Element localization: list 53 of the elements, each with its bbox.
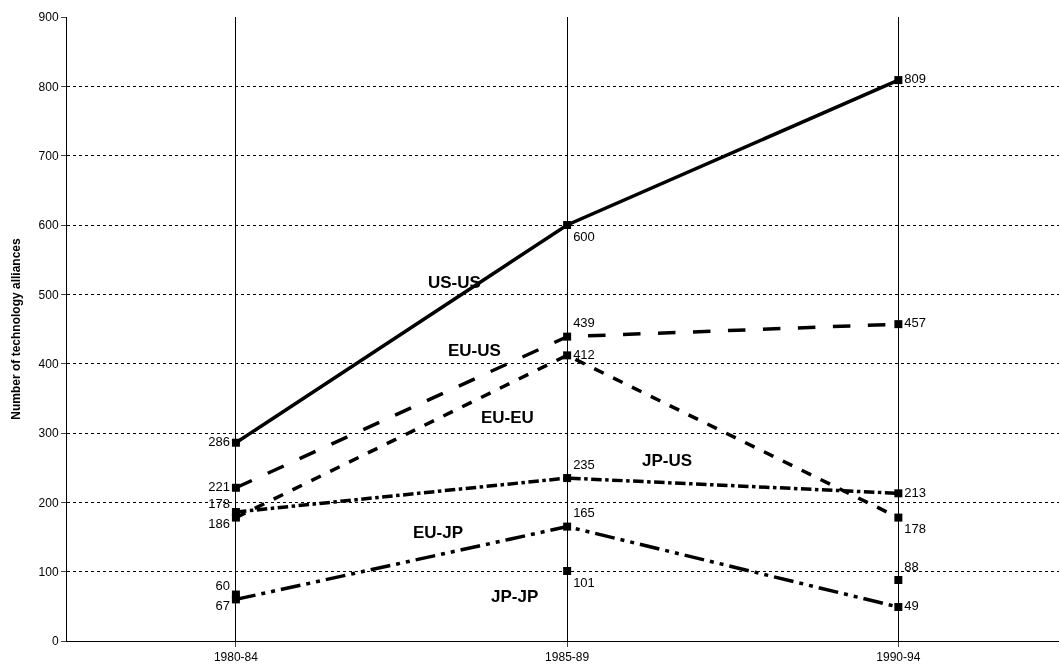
point (894, 603, 903, 612)
point (563, 221, 572, 229)
point (563, 566, 572, 575)
series-label: EU-JP (413, 523, 464, 542)
y-tick-label: 500 (38, 287, 59, 302)
point (894, 575, 903, 584)
series-label: US-US (428, 273, 481, 292)
y-tick-label: 100 (38, 564, 59, 579)
data-label: 809 (904, 71, 927, 87)
y-tick-label: 400 (38, 356, 59, 371)
data-label: 412 (573, 346, 595, 362)
point (563, 332, 572, 341)
data-label: 235 (573, 456, 595, 472)
data-label: 439 (573, 315, 595, 331)
data-label: 600 (573, 228, 595, 244)
x-tick-label: 1990-94 (876, 650, 921, 665)
data-label: 178 (904, 521, 927, 537)
data-label: 213 (904, 484, 927, 500)
point (231, 483, 240, 492)
point (231, 438, 240, 447)
data-label: 101 (573, 574, 595, 590)
y-tick-label: 800 (38, 79, 59, 94)
y-tick-label: 600 (38, 218, 59, 233)
series-label: EU-US (448, 341, 501, 360)
data-label: 49 (904, 598, 919, 614)
x-tick-label: 1980-84 (213, 650, 259, 665)
data-label: 457 (904, 315, 927, 331)
point (563, 351, 572, 360)
x-tick-label: 1985-89 (545, 650, 590, 665)
data-label: 60 (215, 578, 230, 594)
y-tick-label: 200 (38, 495, 59, 510)
point (894, 76, 903, 85)
data-label: 221 (208, 479, 230, 495)
series-label: EU-EU (481, 408, 534, 427)
series-label: JP-US (642, 451, 693, 470)
data-label: 286 (208, 433, 230, 449)
point (231, 508, 240, 517)
point (894, 489, 903, 498)
point (231, 590, 240, 599)
y-tick-label: 0 (51, 634, 59, 649)
data-label: 88 (904, 558, 919, 574)
data-label: 67 (215, 598, 230, 614)
y-tick-label: 300 (38, 426, 59, 441)
point (563, 522, 572, 531)
y-tick-label: 700 (38, 148, 59, 163)
point (563, 474, 572, 483)
y-axis-title: Number of technology alliances (8, 237, 23, 420)
series-label: JP-JP (491, 587, 539, 606)
y-tick-label: 900 (38, 10, 59, 25)
data-label: 165 (573, 505, 595, 521)
point (894, 320, 903, 329)
data-label: 186 (208, 515, 230, 531)
point (894, 513, 903, 522)
